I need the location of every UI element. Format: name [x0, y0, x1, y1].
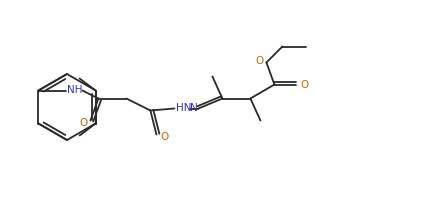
- Text: N: N: [189, 102, 197, 113]
- Text: O: O: [160, 132, 168, 143]
- Text: O: O: [79, 118, 87, 129]
- Text: O: O: [300, 79, 308, 90]
- Text: NH: NH: [67, 85, 82, 95]
- Text: HN: HN: [175, 102, 191, 113]
- Text: O: O: [255, 55, 263, 65]
